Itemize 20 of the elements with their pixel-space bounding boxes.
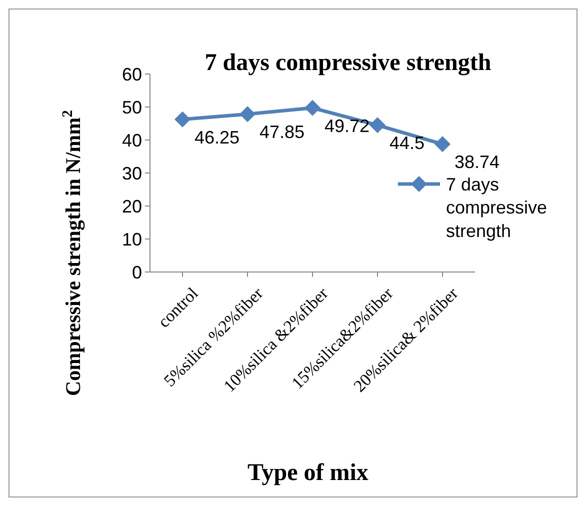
y-tick-label: 30 <box>122 163 142 184</box>
y-tick-label: 10 <box>122 229 142 250</box>
point <box>240 106 256 122</box>
legend-label: 7 days compressive strength <box>446 174 548 242</box>
data-label: 46.25 <box>194 127 240 148</box>
point <box>304 100 320 116</box>
chart-title: 7 days compressive strength <box>204 50 492 76</box>
data-label: 47.85 <box>260 122 305 142</box>
y-tick-label: 0 <box>132 262 142 282</box>
y-tick-label: 20 <box>122 196 142 216</box>
data-label: 38.74 <box>454 152 500 172</box>
data-label: 49.72 <box>324 116 370 136</box>
point <box>174 111 190 128</box>
y-tick-label: 50 <box>122 97 142 118</box>
point <box>370 117 386 134</box>
data-label: 44.5 <box>390 133 425 154</box>
y-tick-label: 40 <box>122 130 142 150</box>
y-tick-label: 60 <box>122 64 142 84</box>
point <box>434 136 450 152</box>
x-axis-title: Type of mix <box>248 460 368 486</box>
